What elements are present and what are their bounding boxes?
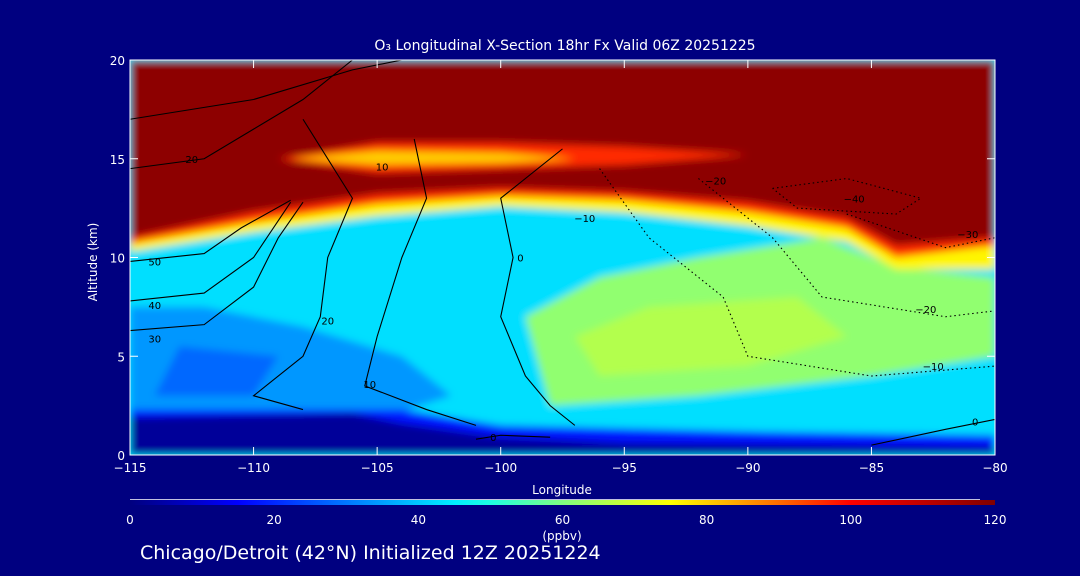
colorbar bbox=[130, 500, 995, 505]
y-tick-label: 10 bbox=[110, 252, 125, 266]
contour-label: 10 bbox=[363, 380, 376, 391]
colorbar-tick-label: 60 bbox=[555, 513, 570, 527]
ozone-region bbox=[130, 413, 995, 455]
ozone-region bbox=[154, 346, 279, 396]
contour-labels: 0 0 0 10 10 20 20 30 40 50 −10 −10 −20 −20 −30 −40 bbox=[148, 155, 978, 444]
colorbar-ticks: 0 20 40 60 80 100 120 bbox=[126, 513, 1006, 527]
contour-line bbox=[130, 201, 292, 302]
contour-label: 0 bbox=[517, 254, 523, 265]
contour-label: 0 bbox=[490, 433, 496, 444]
colorbar-tick-label: 0 bbox=[126, 513, 134, 527]
ozone-region bbox=[290, 150, 575, 165]
contour-line bbox=[130, 199, 291, 262]
x-tick-label: −115 bbox=[114, 461, 147, 475]
y-axis: 0 5 10 15 20 bbox=[110, 54, 995, 463]
x-tick-label: −80 bbox=[982, 461, 1007, 475]
y-tick-label: 5 bbox=[117, 350, 125, 364]
contour-line bbox=[846, 213, 995, 249]
contour-label: 40 bbox=[148, 301, 161, 312]
y-tick-label: 20 bbox=[110, 54, 125, 68]
x-tick-label: −100 bbox=[484, 461, 517, 475]
contour-label: 50 bbox=[148, 257, 161, 268]
x-tick-label: −85 bbox=[859, 461, 884, 475]
contour-label: −20 bbox=[705, 176, 726, 187]
x-axis: −115 −110 −105 −100 −95 −90 −85 −80 bbox=[114, 60, 1008, 475]
colorbar-tick-label: 40 bbox=[411, 513, 426, 527]
contour-label: −10 bbox=[574, 214, 595, 225]
ozone-region bbox=[574, 297, 847, 376]
contour-line bbox=[475, 434, 551, 440]
contour-label: 30 bbox=[148, 334, 161, 345]
y-tick-label: 15 bbox=[110, 153, 125, 167]
colorbar-units-label: (ppbv) bbox=[542, 529, 581, 543]
contour-label: 20 bbox=[321, 317, 334, 328]
contour-line bbox=[130, 201, 304, 332]
location-init-caption: Chicago/Detroit (42°N) Initialized 12Z 2… bbox=[140, 542, 601, 564]
contour-label: −40 bbox=[844, 194, 865, 205]
contour-line bbox=[252, 118, 354, 411]
contour-line bbox=[871, 418, 995, 446]
contour-label: −10 bbox=[923, 362, 944, 373]
contour-line bbox=[500, 148, 576, 426]
ozone-fill-layer bbox=[130, 60, 995, 455]
x-tick-label: −105 bbox=[361, 461, 394, 475]
x-tick-label: −95 bbox=[612, 461, 637, 475]
colorbar-tick-label: 120 bbox=[984, 513, 1007, 527]
contour-line bbox=[698, 178, 995, 318]
y-axis-label: Altitude (km) bbox=[86, 223, 100, 302]
contour-line bbox=[130, 60, 353, 170]
colorbar-tick-label: 80 bbox=[699, 513, 714, 527]
contour-label: 0 bbox=[972, 417, 978, 428]
x-tick-label: −90 bbox=[735, 461, 760, 475]
contour-line bbox=[364, 138, 477, 426]
contour-label: 20 bbox=[185, 155, 198, 166]
plot-area bbox=[130, 60, 995, 455]
contour-line bbox=[599, 168, 995, 377]
colorbar-tick-label: 20 bbox=[267, 513, 282, 527]
y-tick-label: 0 bbox=[117, 449, 125, 463]
contour-label: −30 bbox=[957, 230, 978, 241]
x-axis-label: Longitude bbox=[532, 483, 592, 497]
contour-label: −20 bbox=[915, 305, 936, 316]
contour-label: 10 bbox=[376, 163, 389, 174]
chart-title: O₃ Longitudinal X-Section 18hr Fx Valid … bbox=[374, 38, 755, 54]
x-tick-label: −110 bbox=[237, 461, 270, 475]
colorbar-tick-label: 100 bbox=[839, 513, 862, 527]
